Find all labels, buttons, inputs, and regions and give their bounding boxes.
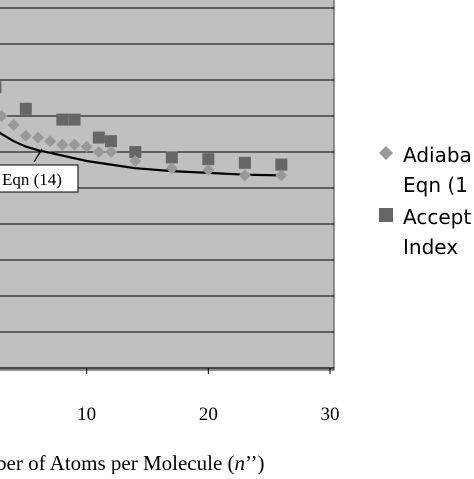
adiabatic-marker: [7, 119, 20, 131]
acceptor-index-marker: [105, 135, 117, 148]
legend-adiabatic-label-line1: Adiaba: [403, 143, 472, 167]
adiabatic-marker: [56, 138, 69, 151]
adiabatic-marker: [32, 131, 44, 144]
annotation-layer: Eqn (14): [0, 148, 79, 193]
annotation-leader-line: [33, 148, 43, 163]
fit-curve: [0, 131, 282, 177]
x-tick-label: 10: [77, 404, 96, 425]
legend-acceptor-marker: [379, 208, 393, 222]
legend-acceptor-label-line1: Accept: [403, 205, 471, 229]
acceptor-index-marker: [0, 81, 2, 94]
adiabatic-marker: [165, 162, 178, 175]
acceptor-index-marker: [165, 151, 178, 164]
adiabatic-marker: [80, 140, 93, 153]
x-axis: 10 20 30: [0, 367, 340, 425]
adiabatic-marker: [129, 155, 142, 167]
annotation-box: [0, 164, 79, 193]
legend-adiabatic-label-line2: Eqn (1: [403, 173, 468, 197]
adiabatic-marker: [105, 146, 117, 158]
acceptor-index-marker: [56, 113, 69, 126]
markers-layer: [0, 81, 288, 182]
acceptor-index-marker: [202, 153, 215, 166]
x-axis-label: ber of Atoms per Molecule (n’’): [0, 451, 264, 474]
adiabatic-marker: [19, 129, 32, 142]
adiabatic-marker: [275, 169, 288, 182]
acceptor-index-marker: [275, 158, 288, 171]
adiabatic-marker: [0, 110, 8, 122]
gridlines: [0, 7, 334, 333]
legend-acceptor-label-line2: Index: [403, 235, 458, 259]
acceptor-index-marker: [92, 131, 105, 144]
adiabatic-marker: [68, 138, 81, 151]
adiabatic-marker: [202, 164, 215, 176]
adiabatic-marker: [44, 135, 57, 148]
fit-curve-layer: [0, 131, 282, 177]
legend-adiabatic-marker: [379, 146, 393, 160]
annotation-label: Eqn (14): [2, 170, 62, 189]
acceptor-index-marker: [238, 156, 251, 169]
x-tick-label: 30: [321, 404, 340, 425]
legend: Adiaba Eqn (1 Accept Index: [379, 143, 472, 259]
adiabatic-marker: [92, 146, 105, 158]
adiabatic-marker: [238, 169, 251, 182]
acceptor-index-marker: [19, 102, 32, 115]
acceptor-index-marker: [129, 146, 142, 158]
acceptor-index-marker: [68, 113, 81, 126]
x-tick-label: 20: [199, 404, 218, 425]
